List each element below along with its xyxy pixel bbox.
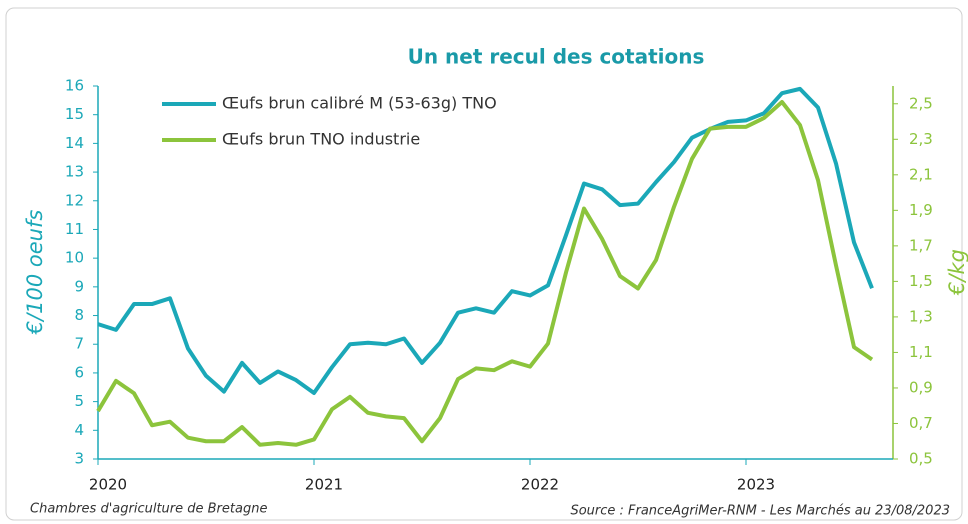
chart-title: Un net recul des cotations bbox=[408, 45, 705, 69]
y2-tick-label: 1,1 bbox=[909, 343, 933, 361]
y-tick-label: 8 bbox=[74, 306, 84, 324]
y2-tick-label: 2,5 bbox=[909, 94, 933, 112]
y-tick-label: 15 bbox=[65, 105, 84, 123]
frame bbox=[5, 7, 963, 521]
y-tick-label: 9 bbox=[74, 277, 84, 295]
y2-tick-label: 2,3 bbox=[909, 130, 933, 148]
legend-label: Œufs brun calibré M (53-63g) TNO bbox=[222, 94, 497, 113]
y-tick-label: 7 bbox=[74, 335, 84, 353]
y2-tick-label: 0,5 bbox=[909, 450, 933, 468]
x-tick-label: 2020 bbox=[89, 476, 127, 494]
y2-tick-label: 1,9 bbox=[909, 201, 933, 219]
y-axis-label: €/100 oeufs bbox=[23, 210, 47, 336]
y-tick-label: 13 bbox=[65, 163, 84, 181]
y2-tick-label: 0,9 bbox=[909, 378, 933, 396]
legend-label: Œufs brun TNO industrie bbox=[222, 130, 420, 149]
y-tick-label: 4 bbox=[74, 421, 84, 439]
x-tick-label: 2021 bbox=[305, 476, 343, 494]
series-line bbox=[97, 86, 874, 396]
source-right: Source : FranceAgriMer-RNM - Les Marchés… bbox=[570, 504, 950, 519]
y2-tick-label: 2,1 bbox=[909, 165, 933, 183]
y-tick-label: 16 bbox=[65, 77, 84, 95]
y2-tick-label: 1,3 bbox=[909, 307, 933, 325]
x-tick-label: 2023 bbox=[737, 476, 775, 494]
source-left: Chambres d'agriculture de Bretagne bbox=[30, 502, 267, 517]
y-tick-label: 3 bbox=[74, 450, 84, 468]
y-tick-label: 10 bbox=[65, 249, 84, 267]
y-tick-label: 14 bbox=[65, 134, 84, 152]
y2-tick-label: 1,7 bbox=[909, 236, 933, 254]
series-line bbox=[96, 99, 874, 447]
y2-axis-label: €/kg bbox=[945, 249, 968, 296]
y2-tick-label: 1,5 bbox=[909, 272, 933, 290]
x-tick-label: 2022 bbox=[521, 476, 559, 494]
y-tick-label: 12 bbox=[65, 191, 84, 209]
y-tick-label: 5 bbox=[74, 392, 84, 410]
y-tick-label: 6 bbox=[74, 363, 84, 381]
y2-tick-label: 0,7 bbox=[909, 414, 933, 432]
y-tick-label: 11 bbox=[65, 220, 84, 238]
